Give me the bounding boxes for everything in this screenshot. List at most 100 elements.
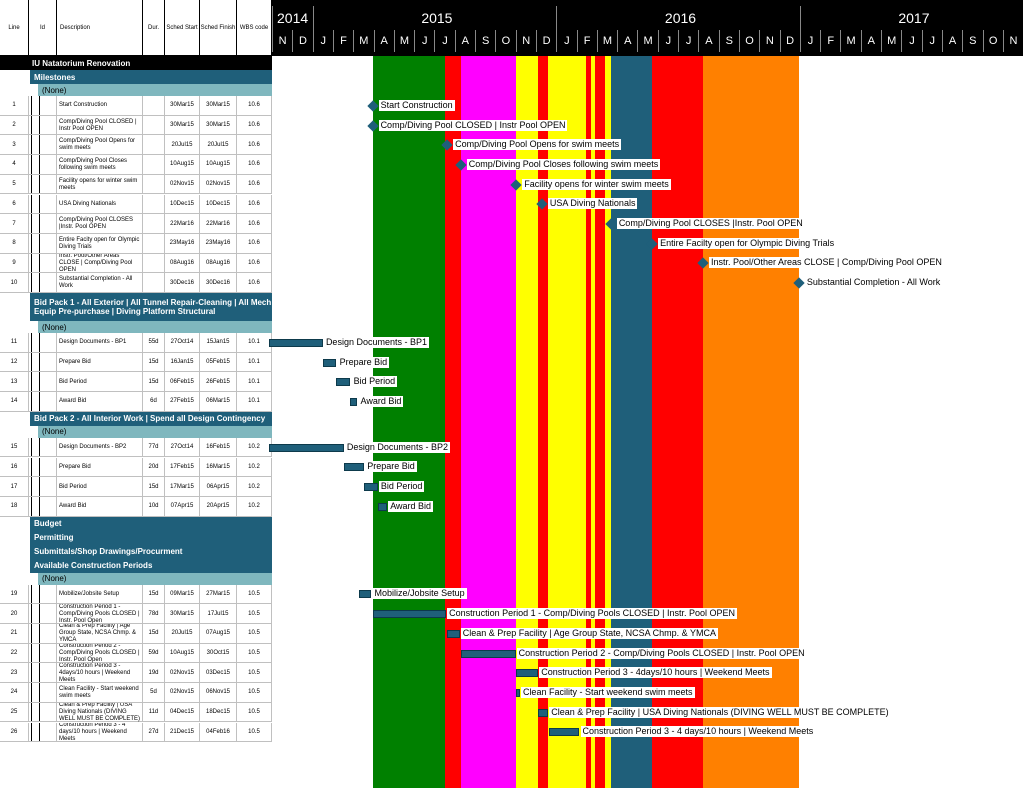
cell-desc: Bid Period xyxy=(57,477,143,497)
cell-finish: 30Dec16 xyxy=(200,273,237,293)
task-bar-label: Mobilize/Jobsite Setup xyxy=(372,588,467,600)
cell-finish: 27Mar15 xyxy=(200,584,237,605)
task-bar-label: Instr. Pool/Other Areas CLOSE | Comp/Div… xyxy=(708,257,944,269)
cell-finish: 05Feb15 xyxy=(200,352,237,373)
task-bar[interactable] xyxy=(549,728,580,737)
table-row[interactable]: 9 Instr. Pool/Other Areas CLOSE | Comp/Di… xyxy=(0,253,272,274)
cell-id xyxy=(29,194,57,215)
section-band-label[interactable]: Bid Pack 1 - All Exterior | All Tunnel R… xyxy=(30,293,272,321)
task-bar-label: Clean & Prep Facility | USA Diving Natio… xyxy=(549,706,891,718)
task-bar[interactable] xyxy=(516,669,539,678)
timeline-month-28: M xyxy=(840,30,860,52)
task-bar-label: Facility opens for winter swim meets xyxy=(522,178,671,190)
table-row[interactable]: 12 Prepare Bid 15d 16Jan15 05Feb15 10.1 xyxy=(0,352,272,373)
table-row[interactable]: 20 Construction Period 1 - Comp/Diving Po… xyxy=(0,604,272,624)
table-row[interactable]: 15 Design Documents - BP2 77d 27Oct14 16Feb1… xyxy=(0,437,272,458)
tree-guide xyxy=(31,155,32,174)
table-row[interactable]: 17 Bid Period 15d 17Mar15 06Apr15 10.2 xyxy=(0,477,272,497)
table-row[interactable]: 6 USA Diving Nationals 10Dec15 10Dec15 10.6 xyxy=(0,194,272,215)
tree-guide xyxy=(31,496,32,516)
cell-desc: Substantial Completion - All Work xyxy=(57,273,143,293)
cell-desc: Comp/Diving Pool CLOSES |Instr. Pool OPE… xyxy=(57,214,143,234)
tree-guide xyxy=(31,643,32,663)
timeline-month-2: J xyxy=(312,30,333,52)
group-none-row: (None) xyxy=(0,572,272,585)
table-row[interactable]: 21 Clean & Prep Facility | Age Group Stat… xyxy=(0,624,272,644)
table-row[interactable]: 13 Bid Period 15d 06Feb15 26Feb15 10.1 xyxy=(0,372,272,393)
col-wbs-header[interactable]: WBS code xyxy=(237,0,272,56)
tree-guide xyxy=(39,437,40,457)
table-row[interactable]: 18 Award Bid 10d 07Apr15 20Apr15 10.2 xyxy=(0,496,272,517)
task-bar[interactable] xyxy=(269,443,344,452)
cell-line: 19 xyxy=(0,584,29,605)
col-id-header[interactable]: Id xyxy=(29,0,57,56)
table-row[interactable]: 4 Comp/Diving Pool Closes following swim … xyxy=(0,155,272,175)
cell-line: 15 xyxy=(0,437,29,458)
section-band-label[interactable]: Bid Pack 2 - All Interior Work | Spend a… xyxy=(30,411,272,426)
cell-start: 02Nov15 xyxy=(165,174,200,195)
task-bar[interactable] xyxy=(322,358,337,367)
cell-dur xyxy=(143,253,165,274)
tree-guide xyxy=(39,352,40,372)
tree-guide xyxy=(39,96,40,115)
period-column-yellow-3 xyxy=(516,56,538,788)
table-row[interactable]: 8 Entire Facity open for Olympic Diving T… xyxy=(0,233,272,254)
timeline-month-35: O xyxy=(982,30,1003,52)
task-bar[interactable] xyxy=(460,649,516,658)
cell-dur: 5d xyxy=(143,683,165,703)
task-bar[interactable] xyxy=(269,338,323,347)
tree-guide xyxy=(31,214,32,233)
table-row[interactable]: 24 Clean Facility - Start weekend swim me… xyxy=(0,683,272,703)
task-bar[interactable] xyxy=(377,502,388,511)
table-row[interactable]: 14 Award Bid 6d 27Feb15 06Mar15 10.1 xyxy=(0,392,272,412)
col-finish-header[interactable]: Sched Finish xyxy=(200,0,237,56)
col-line-header[interactable]: Line xyxy=(0,0,29,56)
task-bar-label: Design Documents - BP1 xyxy=(323,336,429,348)
tree-guide xyxy=(39,663,40,683)
task-bar[interactable] xyxy=(350,397,358,406)
col-description-header[interactable]: Description xyxy=(57,0,143,56)
table-row[interactable]: 3 Comp/Diving Pool Opens for swim meets 20… xyxy=(0,135,272,156)
table-row[interactable]: 1 Start Construction 30Mar15 30Mar15 10.6 xyxy=(0,96,272,116)
cell-id xyxy=(29,135,57,156)
task-bar-label: Bid Period xyxy=(351,376,398,388)
col-duration-header[interactable]: Dur. xyxy=(143,0,165,56)
task-bar[interactable] xyxy=(447,629,460,638)
cell-line: 18 xyxy=(0,496,29,517)
task-bar[interactable] xyxy=(363,483,378,492)
task-bar[interactable] xyxy=(336,378,351,387)
cell-desc: Design Documents - BP1 xyxy=(57,333,143,353)
cell-wbs: 10.5 xyxy=(237,663,272,684)
col-start-header[interactable]: Sched Start xyxy=(165,0,200,56)
task-bar[interactable] xyxy=(516,688,521,697)
table-row[interactable]: 23 Construction Period 3 - 4days/10 hours… xyxy=(0,663,272,684)
table-row[interactable]: 7 Comp/Diving Pool CLOSES |Instr. Pool OP… xyxy=(0,214,272,234)
task-bar-label: Construction Period 2 - Comp/Diving Pool… xyxy=(516,647,807,659)
section-band-label[interactable]: Submittals/Shop Drawings/Procurment xyxy=(30,544,272,559)
section-band-label[interactable]: Milestones xyxy=(30,70,272,84)
table-row[interactable]: 16 Prepare Bid 20d 17Feb15 16Mar15 10.2 xyxy=(0,457,272,478)
tree-guide xyxy=(39,683,40,702)
cell-desc: Prepare Bid xyxy=(57,457,143,478)
table-row[interactable]: 26 Construction Period 3 - 4 days/10 hour… xyxy=(0,722,272,743)
cell-desc: Facility opens for winter swim meets xyxy=(57,174,143,195)
task-bar[interactable] xyxy=(372,610,446,619)
cell-line: 23 xyxy=(0,663,29,684)
task-bar[interactable] xyxy=(358,590,372,599)
section-band-label[interactable]: Available Construction Periods xyxy=(30,558,272,573)
cell-line: 17 xyxy=(0,477,29,497)
section-band-label[interactable]: Budget xyxy=(30,516,272,531)
task-bar[interactable] xyxy=(537,708,549,717)
table-row[interactable]: 25 Clean & Prep Facility | USA Diving Nat… xyxy=(0,702,272,723)
table-row[interactable]: 10 Substantial Completion - All Work 30Dec… xyxy=(0,273,272,293)
table-row[interactable]: 19 Mobilize/Jobsite Setup 15d 09Mar15 27Mar1… xyxy=(0,584,272,605)
cell-start: 20Jul15 xyxy=(165,135,200,156)
cell-wbs: 10.5 xyxy=(237,624,272,644)
table-row[interactable]: 11 Design Documents - BP1 55d 27Oct14 15Jan1… xyxy=(0,333,272,353)
section-band-label[interactable]: Permitting xyxy=(30,530,272,545)
cell-line: 6 xyxy=(0,194,29,215)
table-row[interactable]: 2 Comp/Diving Pool CLOSED | Instr Pool OP… xyxy=(0,115,272,136)
table-row[interactable]: 22 Construction Period 2 - Comp/Diving Po… xyxy=(0,643,272,664)
task-bar[interactable] xyxy=(343,463,365,472)
table-row[interactable]: 5 Facility opens for winter swim meets 02N… xyxy=(0,174,272,195)
